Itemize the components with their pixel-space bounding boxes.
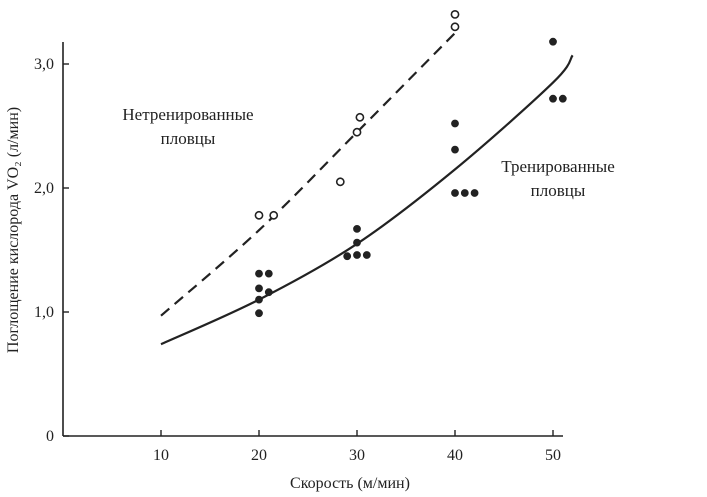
data-points	[254, 9, 567, 318]
y-axis-title: Поглощение кислорода VO₂ (л/мин)	[5, 107, 22, 353]
trained-data-point	[451, 145, 459, 154]
ticks: 10 20 30 40 50 0 1,0 2,0 3,0	[34, 56, 561, 464]
trained-data-point	[353, 251, 361, 259]
trained-label-line1: Тренированные	[501, 157, 615, 176]
x-tick-label: 50	[545, 447, 561, 464]
y-tick-label: 0	[46, 428, 54, 445]
trained-label-line2: пловцы	[531, 181, 586, 200]
x-tick-label: 30	[349, 447, 365, 464]
trained-data-point	[549, 37, 557, 46]
y-tick-label: 2,0	[34, 180, 54, 197]
trained-data-point	[264, 269, 273, 278]
untrained-data-point	[269, 210, 279, 220]
untrained-fit-curve	[160, 32, 456, 317]
untrained-label-line2: пловцы	[161, 129, 216, 148]
untrained-data-point	[355, 112, 365, 122]
y-tick-label: 1,0	[34, 304, 54, 321]
trained-data-point	[460, 189, 469, 197]
trained-data-point	[353, 225, 361, 233]
x-tick-label: 10	[153, 447, 169, 464]
trained-data-point	[255, 284, 263, 293]
untrained-data-point	[352, 127, 362, 137]
untrained-data-point	[450, 22, 460, 32]
y-tick-label: 3,0	[34, 56, 54, 73]
untrained-label-line1: Нетренированные	[122, 105, 253, 124]
trained-data-point	[362, 251, 371, 259]
trained-data-point	[470, 189, 479, 197]
fit-curves	[160, 32, 574, 346]
trained-data-point	[451, 119, 459, 128]
x-tick-label: 20	[251, 447, 267, 464]
trained-data-point	[451, 189, 459, 197]
axes	[62, 42, 563, 437]
trained-fit-curve	[160, 54, 574, 346]
trained-data-point	[255, 295, 263, 304]
x-axis-title: Скорость (м/мин)	[290, 475, 410, 492]
x-tick-label: 40	[447, 447, 463, 464]
trained-data-point	[255, 269, 263, 278]
trained-data-point	[558, 94, 567, 103]
trained-data-point	[549, 94, 557, 103]
trained-data-point	[343, 252, 352, 261]
trained-data-point	[255, 309, 263, 318]
untrained-data-point	[254, 210, 264, 220]
untrained-data-point	[335, 177, 345, 187]
trained-data-point	[264, 288, 273, 297]
trained-data-point	[353, 238, 361, 247]
untrained-data-point	[450, 9, 460, 19]
